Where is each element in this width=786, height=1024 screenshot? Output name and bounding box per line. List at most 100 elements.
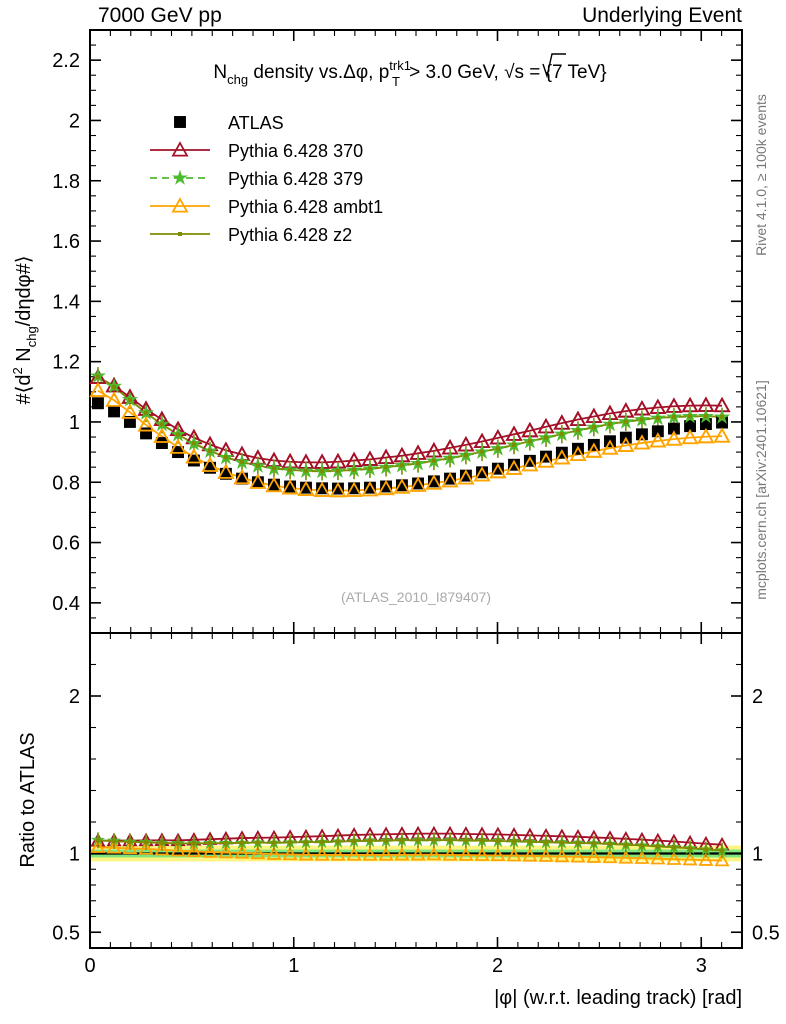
data-marker-triangle [122, 840, 138, 855]
data-marker-triangle [282, 846, 298, 861]
data-marker-square [284, 480, 297, 493]
legend-entry-1[interactable]: Pythia 6.428 370 [150, 141, 363, 161]
data-marker-triangle [490, 847, 506, 862]
legend-entry-0[interactable]: ATLAS [174, 113, 284, 133]
data-marker-square [187, 454, 200, 467]
side-annotation-rivet: Rivet 4.1.0, ≥ 100k events [753, 94, 769, 256]
data-marker-triangle [617, 436, 635, 452]
legend-entry-2[interactable]: Pythia 6.428 379 [150, 169, 363, 189]
data-marker-dot [463, 453, 468, 458]
data-marker-dot [543, 435, 548, 440]
legend-label: ATLAS [228, 113, 284, 133]
data-marker-dot [255, 463, 260, 468]
legend-label: Pythia 6.428 370 [228, 141, 363, 161]
data-marker-dot [144, 410, 149, 415]
data-marker-triangle [585, 442, 603, 458]
data-marker-dot [95, 374, 100, 379]
data-marker-square [251, 476, 264, 489]
data-marker-square [380, 480, 392, 493]
data-marker-triangle [217, 463, 235, 479]
y-tick-label-main: 1.4 [52, 291, 80, 313]
data-marker-dot [352, 467, 357, 472]
data-marker-triangle [650, 850, 666, 865]
data-marker-triangle [266, 846, 282, 860]
legend-label: Pythia 6.428 ambt1 [228, 197, 383, 217]
data-marker-dot [512, 442, 517, 447]
data-marker-triangle [281, 479, 299, 495]
y-tick-label-ratio-right: 0.5 [752, 922, 780, 944]
data-marker-triangle [218, 844, 234, 859]
data-marker-triangle [378, 847, 394, 861]
data-marker-square [300, 481, 312, 494]
legend-entry-3[interactable]: Pythia 6.428 ambt1 [150, 197, 383, 217]
data-marker-dot [239, 460, 244, 465]
data-marker-triangle [90, 839, 106, 853]
data-marker-triangle [346, 847, 362, 861]
legend-label: Pythia 6.428 z2 [228, 225, 352, 245]
data-marker-dot [703, 414, 708, 419]
data-marker-triangle [681, 428, 699, 445]
main-panel-frame [89, 29, 743, 634]
y-tick-label-main: 0.6 [52, 533, 80, 555]
data-marker-triangle [186, 843, 202, 857]
data-marker-dot [655, 416, 660, 421]
data-marker-triangle [537, 452, 555, 468]
data-marker-square [108, 405, 120, 418]
data-marker-triangle [618, 850, 634, 864]
data-marker-triangle [458, 847, 474, 861]
data-marker-square [476, 466, 488, 479]
ratio-panel-frame [89, 632, 743, 949]
data-marker-triangle [394, 846, 410, 861]
legend-entry-4[interactable]: Pythia 6.428 z2 [150, 225, 352, 245]
data-marker-triangle [250, 845, 266, 860]
data-marker-square [508, 458, 520, 471]
main-series-overlay [89, 381, 731, 498]
data-marker-triangle [474, 847, 490, 861]
data-marker-square [540, 450, 552, 463]
legend-label: Pythia 6.428 379 [228, 169, 363, 189]
y-tick-label-ratio: 1 [69, 844, 80, 866]
data-marker-triangle [121, 403, 139, 419]
x-tick-label: 2 [492, 955, 503, 977]
data-marker-dot [191, 441, 196, 446]
y-axis-label-ratio: Ratio to ATLAS [17, 732, 39, 867]
data-marker-dot [559, 432, 564, 437]
y-tick-label-main: 2.2 [52, 50, 80, 72]
data-marker-triangle [169, 438, 187, 454]
data-marker-dot [288, 467, 293, 472]
data-marker-triangle [329, 481, 347, 498]
data-marker-square [412, 477, 424, 490]
data-marker-square [491, 462, 504, 475]
data-marker-triangle [89, 381, 107, 398]
data-marker-triangle [473, 466, 491, 482]
data-marker-triangle [361, 480, 379, 497]
data-marker-dot [384, 465, 389, 470]
data-marker-square [204, 461, 216, 474]
y-tick-label-main: 2 [69, 110, 80, 132]
data-marker-triangle [666, 851, 682, 865]
header-right-label: Underlying Event [582, 4, 742, 27]
data-marker-triangle [634, 850, 650, 864]
data-marker-triangle [442, 847, 458, 861]
sqrt-radical-icon [542, 53, 566, 79]
main-series-overlay [95, 374, 725, 474]
series-line [97, 839, 723, 852]
data-marker-square [91, 397, 104, 410]
data-marker-triangle [713, 427, 731, 443]
data-marker-triangle [233, 468, 251, 485]
y-axis-label-main: #⟨d2 Nchg/dηdφ#⟩ [10, 255, 39, 404]
y-tick-label-main: 0.4 [52, 593, 80, 615]
data-marker-square [395, 479, 408, 492]
data-marker-dot [223, 455, 228, 460]
data-marker-triangle [171, 141, 189, 157]
data-marker-triangle [441, 471, 459, 488]
x-tick-label: 1 [288, 955, 299, 977]
y-tick-label-ratio-right: 2 [752, 686, 763, 708]
data-marker-dot [112, 384, 117, 389]
data-marker-square [348, 482, 361, 495]
side-annotation-mcplots: mcplots.cern.ch [arXiv:2401.10621] [753, 380, 769, 599]
data-marker-triangle [649, 432, 667, 448]
data-marker-square [555, 446, 568, 459]
y-tick-label-ratio-right: 1 [752, 844, 763, 866]
y-tick-label-main: 0.8 [52, 472, 80, 494]
